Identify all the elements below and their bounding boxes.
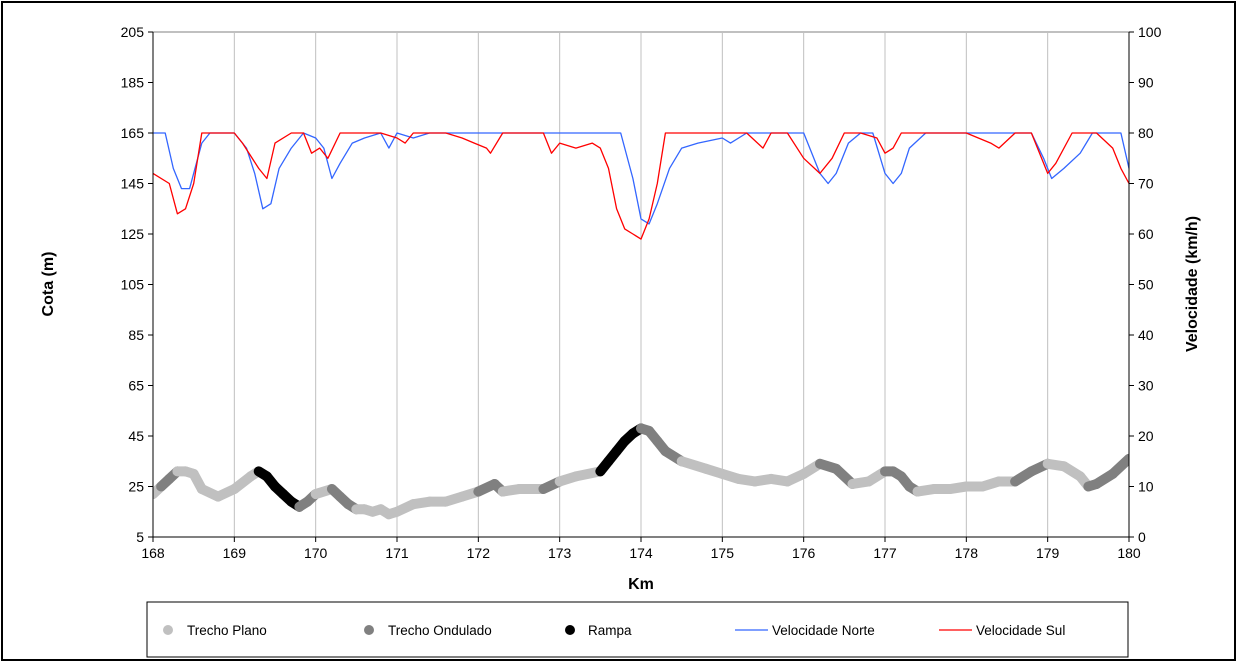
x-tick-label: 171 (385, 545, 409, 561)
x-tick-label: 176 (792, 545, 816, 561)
x-tick-label: 172 (467, 545, 491, 561)
x-tick-label: 169 (223, 545, 247, 561)
x-tick-label: 173 (548, 545, 572, 561)
y-right-tick-label: 80 (1138, 125, 1154, 141)
y-left-tick-label: 165 (121, 125, 145, 141)
y-right-tick-label: 100 (1138, 24, 1162, 40)
y-right-axis-label: Velocidade (km/h) (1184, 216, 1201, 352)
legend-marker-rampa (565, 625, 575, 635)
legend-item-norte: Velocidade Norte (735, 623, 875, 638)
x-tick-label: 180 (1117, 545, 1141, 561)
y-left-tick-label: 105 (121, 277, 145, 293)
y-right-tick-label: 50 (1138, 277, 1154, 293)
legend-marker-ondulado (364, 625, 374, 635)
legend-label-rampa: Rampa (588, 623, 632, 638)
y-right-tick-label: 70 (1138, 176, 1154, 192)
y-right-tick-label: 40 (1138, 327, 1154, 343)
x-tick-label: 170 (304, 545, 328, 561)
elevation-series (153, 423, 1129, 520)
y-right-tick-label: 10 (1138, 479, 1154, 495)
y-left-axis-label: Cota (m) (40, 252, 57, 317)
y-left-tick-label: 185 (121, 75, 145, 91)
y-right-tick-label: 90 (1138, 75, 1154, 91)
y-left-tick-label: 205 (121, 24, 145, 40)
legend-item-rampa: Rampa (565, 623, 632, 638)
y-left-tick-label: 85 (128, 327, 144, 343)
speed-line-sul (152, 132, 1130, 240)
legend: Trecho Plano Trecho Ondulado Rampa Veloc… (146, 601, 1129, 658)
legend-item-plano: Trecho Plano (163, 623, 267, 638)
axes: 168 169 170 171 172 173 174 175 176 177 178 179 180 5… (121, 24, 1162, 561)
speed-series (152, 132, 1130, 240)
x-tick-label: 168 (141, 545, 165, 561)
y-left-tick-label: 145 (121, 176, 145, 192)
y-right-tick-label: 0 (1138, 529, 1146, 545)
x-tick-label: 174 (629, 545, 653, 561)
x-tick-label: 177 (873, 545, 897, 561)
x-tick-label: 179 (1036, 545, 1060, 561)
legend-item-ondulado: Trecho Ondulado (364, 623, 492, 638)
y-right-tick-label: 30 (1138, 378, 1154, 394)
legend-label-norte: Velocidade Norte (772, 623, 875, 638)
vertical-gridlines (233, 32, 1049, 537)
y-left-tick-label: 45 (128, 428, 144, 444)
legend-marker-plano (163, 625, 173, 635)
y-right-tick-label: 20 (1138, 428, 1154, 444)
y-left-tick-label: 5 (136, 529, 144, 545)
legend-label-ondulado: Trecho Ondulado (388, 623, 492, 638)
legend-item-sul: Velocidade Sul (939, 623, 1065, 638)
y-right-tick-label: 60 (1138, 226, 1154, 242)
elevation-segment-ondulado (1107, 453, 1129, 479)
x-tick-label: 178 (955, 545, 979, 561)
legend-label-sul: Velocidade Sul (976, 623, 1065, 638)
y-left-tick-label: 25 (128, 479, 144, 495)
x-axis-label: Km (628, 576, 654, 593)
x-tick-label: 175 (711, 545, 735, 561)
y-left-tick-label: 125 (121, 226, 145, 242)
y-left-tick-label: 65 (128, 378, 144, 394)
legend-label-plano: Trecho Plano (187, 623, 267, 638)
